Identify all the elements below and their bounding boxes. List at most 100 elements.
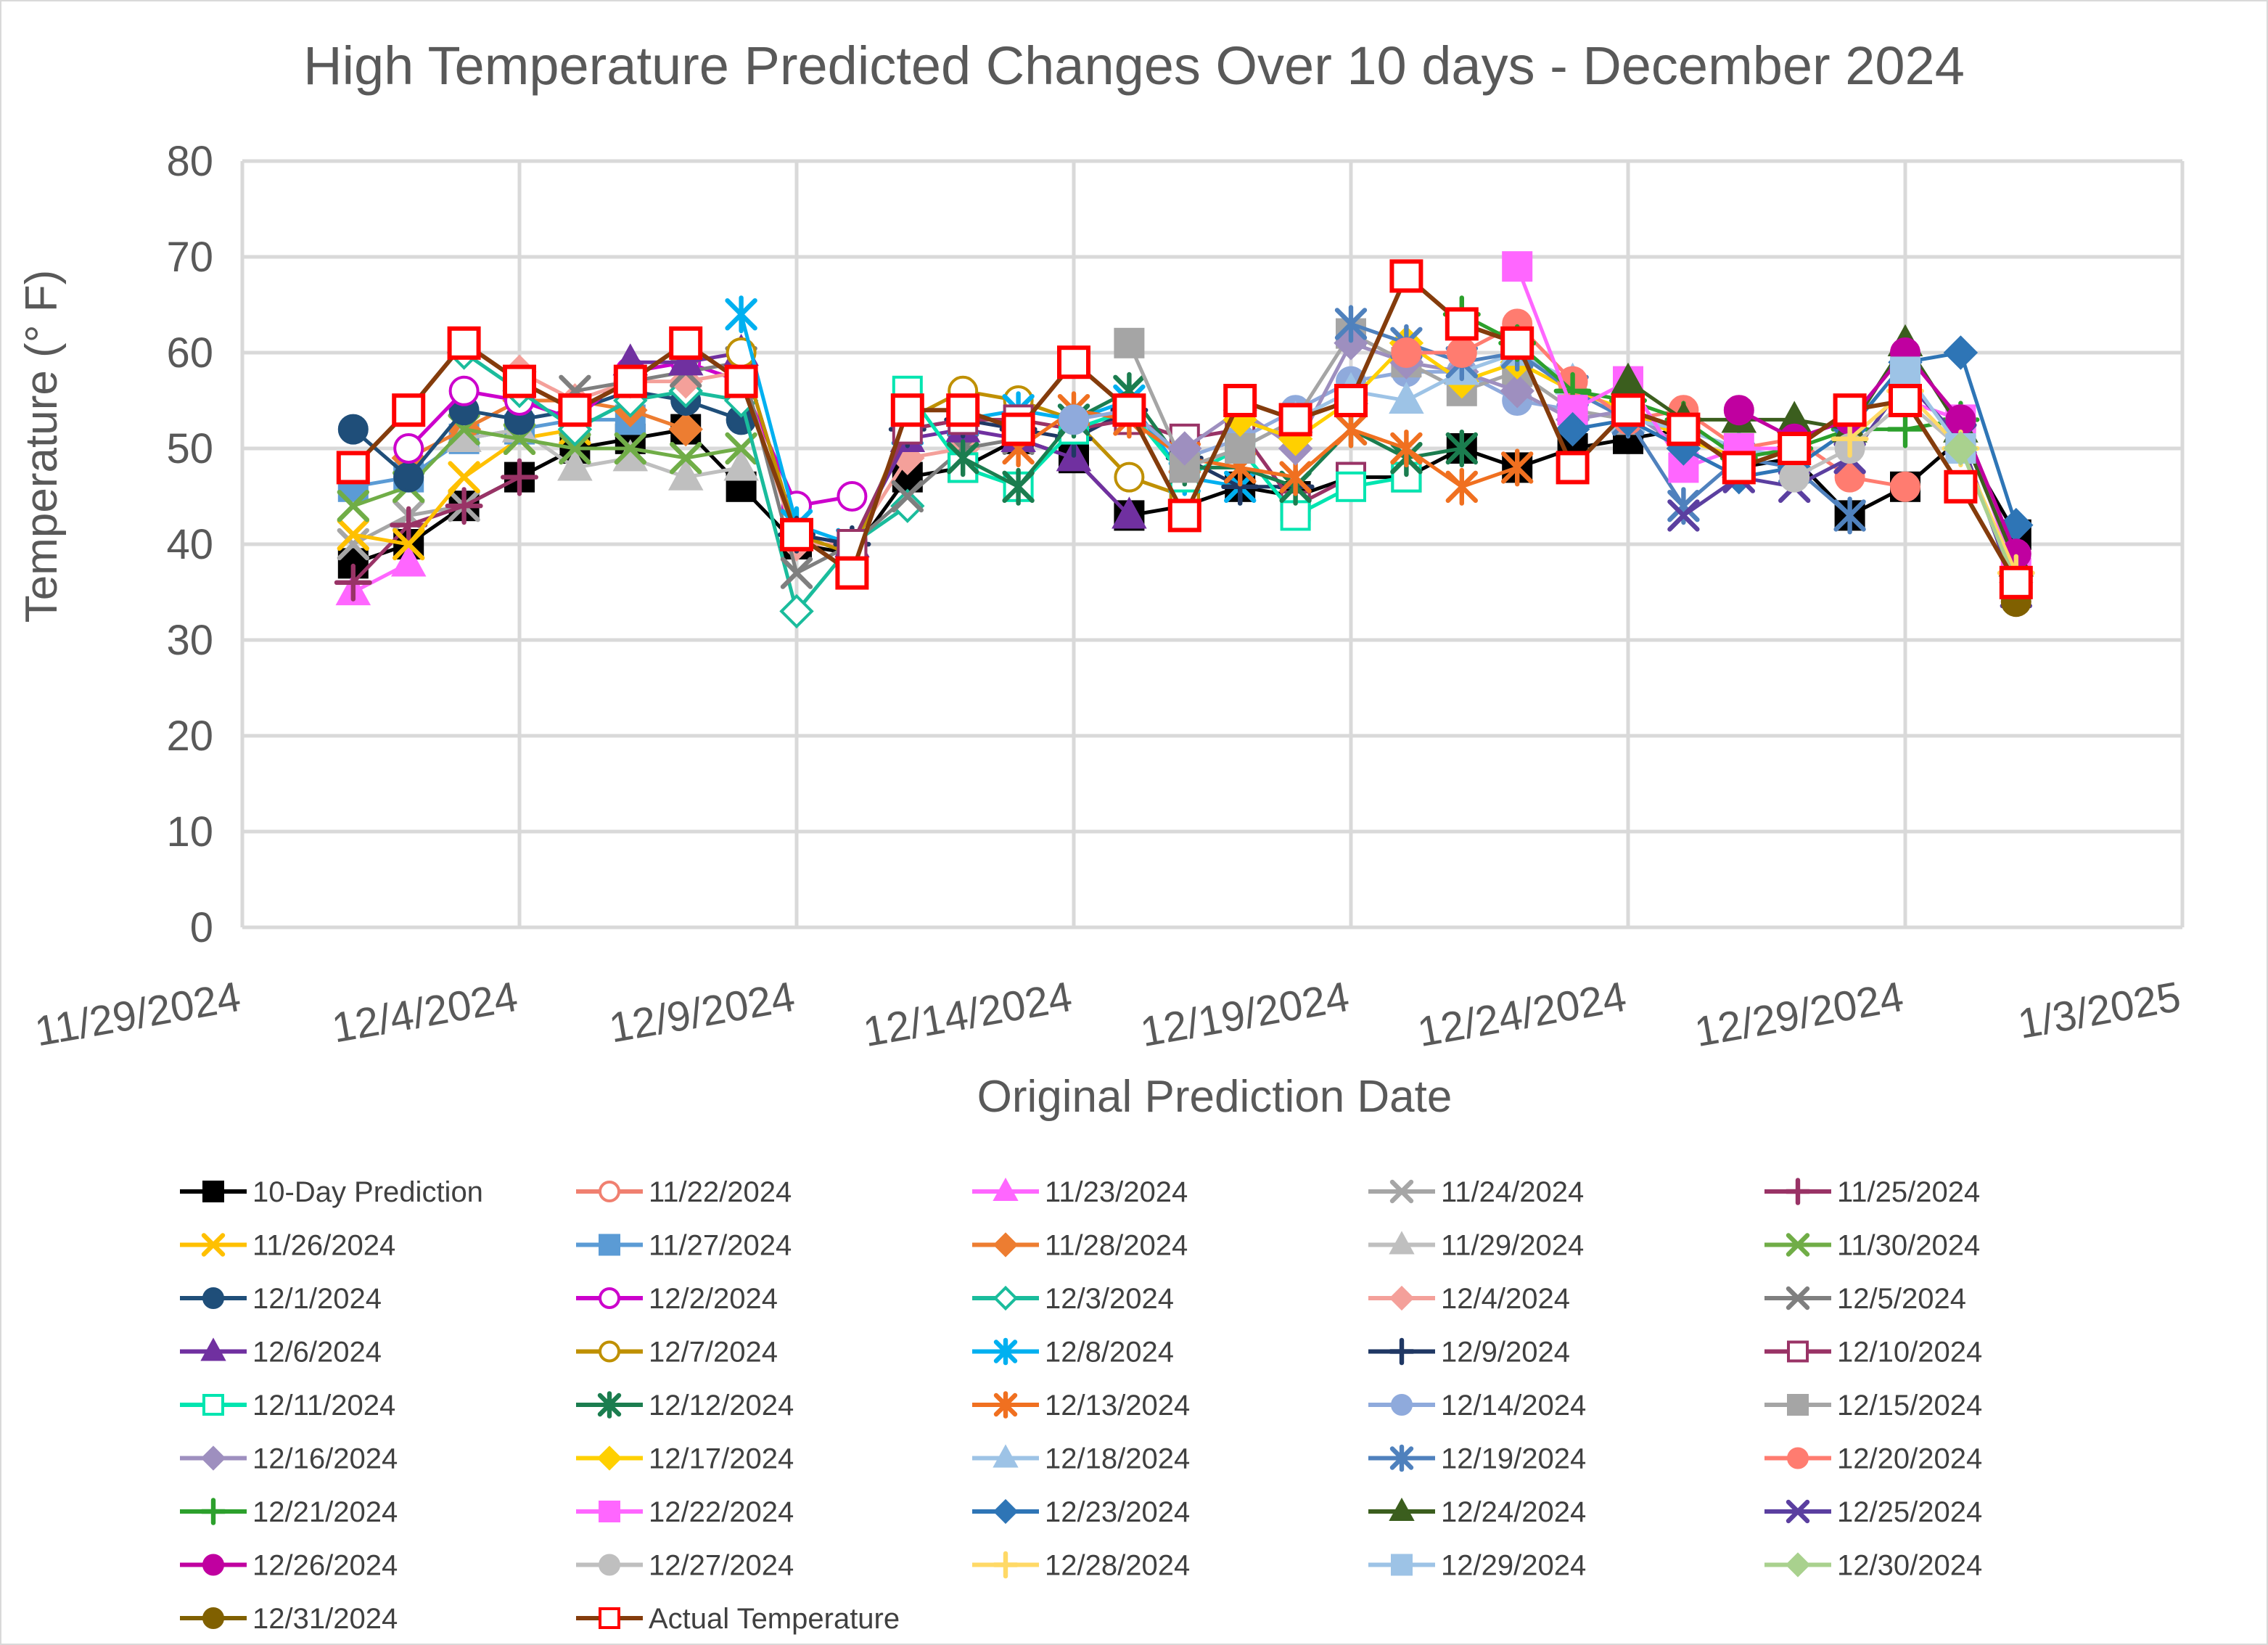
- legend-label: 12/29/2024: [1441, 1550, 1586, 1582]
- legend-item: 12/4/2024: [1368, 1283, 1570, 1315]
- legend-item: 12/15/2024: [1764, 1390, 1982, 1422]
- data-point: [1390, 430, 1423, 467]
- data-point: [559, 432, 591, 465]
- legend-swatch-marker: [1786, 1499, 1810, 1524]
- data-point: [1667, 499, 1700, 532]
- legend-swatch-marker: [200, 1445, 226, 1471]
- data-point: [1610, 362, 1646, 395]
- legend-swatch-marker: [202, 1181, 224, 1202]
- legend-item: 12/5/2024: [1764, 1283, 1966, 1315]
- data-point: [890, 488, 925, 523]
- x-tick-label: 12/4/2024: [329, 973, 521, 1052]
- legend-swatch-marker: [1389, 1285, 1415, 1311]
- legend-item: 12/31/2024: [180, 1603, 398, 1635]
- legend-swatch-marker: [993, 1285, 1019, 1311]
- data-point: [1167, 431, 1202, 466]
- data-point: [1667, 412, 1701, 446]
- x-tick-label: 1/3/2025: [2015, 973, 2185, 1048]
- legend-label: 12/5/2024: [1837, 1283, 1966, 1315]
- legend-label: 12/21/2024: [252, 1496, 398, 1528]
- legend-item: 12/27/2024: [576, 1550, 794, 1582]
- data-point: [1002, 467, 1035, 506]
- legend-label: 12/11/2024: [252, 1390, 395, 1422]
- legend-item: 11/28/2024: [972, 1230, 1188, 1262]
- data-point: [393, 461, 424, 493]
- legend-swatch-marker: [1784, 1178, 1812, 1205]
- legend-item: 12/30/2024: [1764, 1550, 1982, 1582]
- data-point: [501, 458, 538, 496]
- legend-item: 11/25/2024: [1764, 1176, 1980, 1208]
- legend-swatch-marker: [993, 1337, 1018, 1366]
- legend-label: 12/7/2024: [649, 1337, 778, 1369]
- legend-label: 12/27/2024: [649, 1550, 794, 1582]
- data-point: [1831, 419, 1869, 458]
- legend-item: 12/8/2024: [972, 1337, 1174, 1369]
- data-point: [447, 326, 481, 360]
- legend-label: 10-Day Prediction: [252, 1176, 483, 1208]
- data-point: [448, 461, 480, 493]
- legend-swatch-marker: [599, 1554, 620, 1576]
- legend-swatch-marker: [597, 1391, 622, 1419]
- legend-item: 12/28/2024: [972, 1550, 1190, 1582]
- data-point: [614, 432, 646, 465]
- y-tick-label: 80: [166, 138, 213, 185]
- legend-label: 12/1/2024: [252, 1283, 382, 1315]
- data-point: [1114, 461, 1145, 493]
- data-point: [1057, 345, 1090, 380]
- data-point: [1389, 381, 1424, 414]
- y-axis-title: Temperature (° F): [17, 270, 67, 623]
- series-7: [391, 383, 703, 475]
- series-line: [1406, 321, 1906, 489]
- y-tick-label: 0: [190, 904, 213, 951]
- data-point: [1555, 411, 1590, 447]
- y-tick-label: 20: [166, 713, 213, 760]
- legend-swatch-marker: [200, 1337, 226, 1361]
- legend-swatch-marker: [1787, 1447, 1809, 1469]
- data-point: [1890, 471, 1920, 502]
- legend-label: 12/8/2024: [1045, 1337, 1174, 1369]
- data-point: [891, 480, 924, 513]
- legend-item: 12/29/2024: [1368, 1550, 1586, 1582]
- data-point: [558, 393, 592, 427]
- legend-item: 12/16/2024: [180, 1443, 398, 1475]
- legend-item: 11/26/2024: [180, 1230, 395, 1262]
- chart-title: High Temperature Predicted Changes Over …: [303, 36, 1965, 96]
- data-point: [723, 448, 759, 481]
- series-line: [352, 475, 521, 584]
- data-point: [1334, 384, 1368, 417]
- data-point: [1778, 432, 1812, 465]
- data-point: [1833, 496, 1866, 535]
- data-point: [445, 487, 483, 525]
- legend-item: 12/6/2024: [180, 1337, 382, 1369]
- data-point: [1944, 469, 1978, 504]
- legend-swatch-marker: [1388, 1337, 1416, 1366]
- legend-swatch-marker: [993, 1444, 1019, 1468]
- series-line: [905, 390, 1407, 517]
- data-point: [1334, 305, 1368, 343]
- legend-label: 12/4/2024: [1441, 1283, 1570, 1315]
- data-point: [503, 364, 536, 398]
- data-point: [1280, 500, 1311, 531]
- data-point: [668, 411, 703, 447]
- data-point: [669, 326, 703, 360]
- data-point: [1943, 335, 1979, 370]
- data-point: [890, 393, 924, 427]
- data-point: [390, 544, 427, 577]
- legend-label: 12/9/2024: [1441, 1337, 1570, 1369]
- data-point: [1114, 327, 1145, 358]
- series-line: [1460, 312, 1961, 460]
- x-tick-label: 12/9/2024: [606, 973, 798, 1052]
- data-point: [1943, 431, 1979, 466]
- data-point: [1890, 356, 1920, 387]
- legend-swatch-marker: [202, 1554, 224, 1576]
- series-6: [337, 404, 646, 502]
- legend-item: 12/21/2024: [180, 1496, 398, 1528]
- data-point: [337, 518, 369, 551]
- legend-item: 12/9/2024: [1368, 1337, 1570, 1369]
- data-point: [1501, 448, 1534, 487]
- data-point: [390, 506, 428, 544]
- legend-label: 11/22/2024: [649, 1176, 792, 1208]
- data-point: [337, 414, 369, 445]
- legend-label: 12/12/2024: [649, 1390, 794, 1422]
